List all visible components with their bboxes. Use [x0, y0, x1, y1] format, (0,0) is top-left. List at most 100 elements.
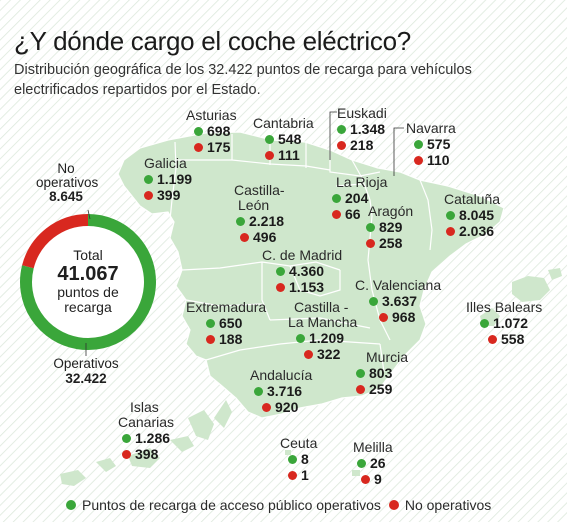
- operative-dot: [366, 222, 375, 232]
- region-name: Galicia: [144, 155, 187, 171]
- region-name: Euskadi: [337, 105, 387, 121]
- operative-dot: [236, 216, 245, 226]
- operative-count: 548: [278, 130, 302, 147]
- region-name: Extremadura: [186, 299, 267, 315]
- legend-operative-dot: [66, 500, 76, 510]
- non-operative-dot: [414, 155, 423, 165]
- operative-count: 1.209: [309, 329, 345, 346]
- region-name: Andalucía: [250, 367, 313, 383]
- non-operative-count: 398: [135, 445, 159, 462]
- region-name: C. Valenciana: [355, 277, 442, 293]
- non-operative-dot: [379, 312, 388, 322]
- region-valenciana: C. Valenciana 3.637 968: [355, 278, 441, 325]
- operative-dot: [480, 318, 489, 328]
- operative-dot: [206, 318, 215, 328]
- donut-center: Total 41.067 puntos de recarga: [32, 248, 144, 315]
- region-name: Melilla: [353, 439, 393, 455]
- operative-count: 2.218: [249, 212, 285, 229]
- operative-dot: [276, 266, 285, 276]
- operative-dot: [144, 174, 153, 184]
- donut-operative-label: Operativos 32.422: [40, 356, 132, 386]
- non-operative-count: 968: [392, 308, 416, 325]
- non-operative-dot: [276, 282, 285, 292]
- region-name: Cataluña: [444, 191, 501, 207]
- non-operative-count: 558: [501, 330, 525, 347]
- donut-total-label: Total: [73, 247, 103, 263]
- donut-non-operative-line2: operativos: [36, 175, 99, 190]
- non-operative-dot: [240, 232, 249, 242]
- operative-count: 1.072: [493, 314, 529, 331]
- page-title: ¿Y dónde cargo el coche eléctrico?: [14, 26, 411, 56]
- donut-non-operative-line1: No: [57, 161, 75, 176]
- region-andalucia: Andalucía 3.716 920: [250, 368, 312, 415]
- region-name: Murcia: [366, 349, 409, 365]
- region-aragon: Aragón 829 258: [366, 203, 414, 251]
- region-asturias: Asturias 698 175: [186, 108, 237, 155]
- legend-non-operative-label: No operativos: [404, 497, 492, 513]
- operative-dot: [254, 386, 263, 396]
- region-la-rioja: La Rioja 204 66: [332, 175, 387, 222]
- operative-count: 1.199: [157, 170, 193, 187]
- non-operative-dot: [122, 449, 131, 459]
- operative-count: 698: [207, 122, 231, 139]
- non-operative-dot: [262, 402, 271, 412]
- operative-dot: [369, 296, 378, 306]
- non-operative-count: 1: [301, 466, 309, 483]
- legend-non-operative-dot: [388, 500, 399, 510]
- region-cantabria: Cantabria 548 111: [253, 116, 314, 163]
- non-operative-count: 175: [207, 138, 231, 155]
- operative-count: 204: [345, 189, 369, 206]
- legend-operative-label: Puntos de recarga de acceso público oper…: [82, 497, 381, 513]
- region-melilla: Melilla 26 9: [353, 440, 393, 487]
- operative-count: 8.045: [459, 206, 495, 223]
- non-operative-dot: [361, 474, 370, 484]
- operative-count: 3.716: [267, 382, 303, 399]
- non-operative-count: 110: [427, 151, 450, 168]
- non-operative-count: 1.153: [289, 278, 325, 295]
- non-operative-count: 258: [379, 234, 403, 251]
- region-navarra: Navarra 575 110: [406, 121, 456, 168]
- region-name: Cantabria: [253, 115, 314, 131]
- region-murcia: Murcia 803 259: [356, 349, 409, 397]
- donut-operative-text: Operativos: [53, 356, 119, 371]
- region-name: Navarra: [406, 120, 456, 136]
- non-operative-count: 66: [345, 205, 361, 222]
- operative-count: 8: [301, 450, 309, 467]
- operative-dot: [122, 433, 131, 443]
- ceuta-shape: [285, 450, 291, 455]
- non-operative-dot: [356, 384, 365, 394]
- non-operative-dot: [194, 142, 203, 152]
- donut-caption-1: puntos de: [57, 284, 119, 300]
- donut-background: [26, 220, 150, 344]
- operative-dot: [296, 333, 305, 343]
- region-cataluna: Cataluña 8.045 2.036: [444, 192, 500, 239]
- region-name: Aragón: [368, 203, 414, 219]
- region-castilla-leon: Castilla- León 2.218 496: [234, 183, 285, 245]
- non-operative-dot: [337, 140, 346, 150]
- region-madrid: C. de Madrid 4.360 1.153: [262, 248, 342, 295]
- non-operative-count: 218: [350, 136, 374, 153]
- operative-dot: [194, 126, 203, 136]
- region-name: Asturias: [186, 107, 237, 123]
- non-operative-count: 2.036: [459, 222, 495, 239]
- non-operative-count: 322: [317, 345, 341, 362]
- region-name-line2: León: [238, 197, 270, 213]
- operative-count: 1.348: [350, 120, 386, 137]
- region-name: Ceuta: [280, 435, 318, 451]
- operative-dot: [446, 210, 455, 220]
- operative-count: 803: [369, 364, 393, 381]
- region-ceuta: Ceuta 8 1: [280, 436, 317, 483]
- operative-dot: [357, 458, 366, 468]
- operative-dot: [337, 124, 346, 134]
- operative-dot: [414, 139, 423, 149]
- operative-count: 575: [427, 135, 451, 152]
- non-operative-count: 9: [374, 470, 382, 487]
- donut-operative-value: 32.422: [65, 371, 107, 386]
- donut-chart: [20, 214, 156, 350]
- non-operative-dot: [206, 334, 215, 344]
- donut-non-operative-label: No operativos 8.645: [36, 161, 99, 204]
- non-operative-dot: [144, 190, 153, 200]
- canary-islands: [60, 400, 232, 486]
- operative-count: 1.286: [135, 429, 171, 446]
